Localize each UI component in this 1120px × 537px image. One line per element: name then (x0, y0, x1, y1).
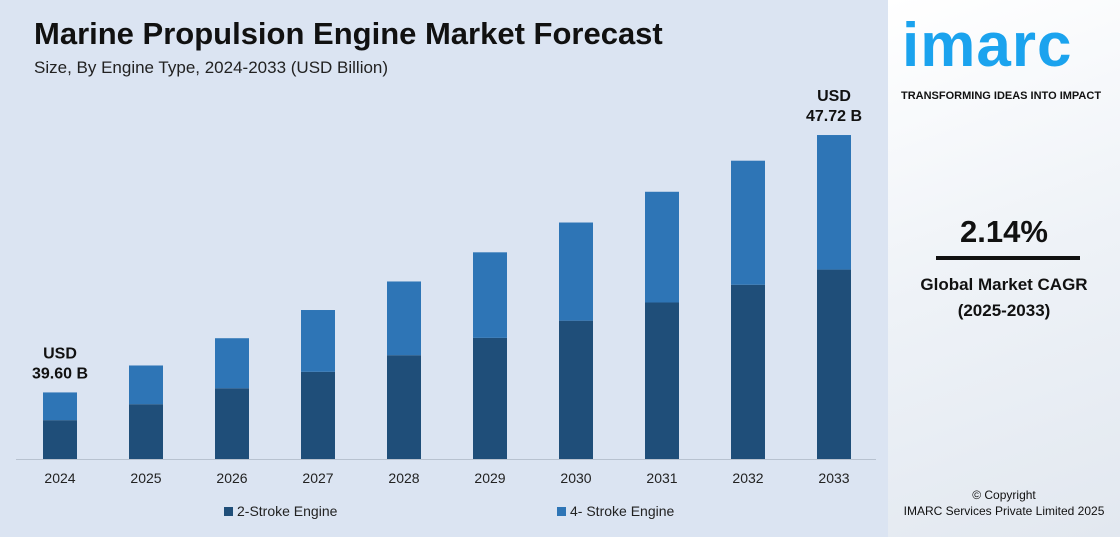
bar-plot: 2024 USD 39.60 B 2025 2026 2027 2028 2029 2030 20… (16, 88, 876, 486)
x-tick-label: 2032 (732, 470, 763, 486)
chart-title: Marine Propulsion Engine Market Forecast (34, 16, 663, 51)
chart-area: Marine Propulsion Engine Market Forecast… (0, 0, 888, 537)
bar-2-stroke-2029 (473, 337, 507, 459)
bar-2-stroke-2030 (559, 320, 593, 459)
bar-4-stroke-2028 (387, 281, 421, 356)
cagr-divider (936, 256, 1080, 260)
total-label: USD (817, 88, 851, 105)
bar-2-stroke-2031 (645, 302, 679, 459)
legend-swatch (557, 506, 566, 516)
x-tick-label: 2033 (818, 470, 849, 486)
bar-2-stroke-2025 (129, 404, 163, 459)
cagr-label-line2: (2025-2033) (957, 301, 1051, 320)
bar-4-stroke-2025 (129, 365, 163, 405)
x-tick-label: 2027 (302, 470, 333, 486)
copyright-line2: IMARC Services Private Limited 2025 (903, 504, 1105, 518)
logo-tagline: TRANSFORMING IDEAS INTO IMPACT (901, 90, 1102, 102)
bar-2-stroke-2027 (301, 371, 335, 459)
bar-2-stroke-2026 (215, 388, 249, 459)
legend-label: 2-Stroke Engine (237, 503, 338, 519)
x-tick-label: 2029 (474, 470, 505, 486)
x-tick-label: 2024 (44, 470, 75, 486)
x-tick-label: 2025 (130, 470, 161, 486)
side-panel: imarc TRANSFORMING IDEAS INTO IMPACT 2.1… (888, 0, 1120, 537)
bar-2-stroke-2032 (731, 284, 765, 459)
bar-4-stroke-2033 (817, 135, 851, 270)
total-label: USD (43, 345, 77, 362)
bar-4-stroke-2029 (473, 252, 507, 338)
legend-item-4-stroke: 4- Stroke Engine (557, 503, 674, 519)
bar-4-stroke-2027 (301, 310, 335, 372)
cagr-value: 2.14% (960, 214, 1048, 249)
cagr-label: Global Market CAGR (2025-2033) (888, 272, 1120, 324)
total-label: 39.60 B (32, 365, 88, 382)
bar-2-stroke-2024 (43, 420, 77, 459)
bar-4-stroke-2026 (215, 338, 249, 389)
legend-label: 4- Stroke Engine (570, 503, 675, 519)
legend-item-2-stroke: 2-Stroke Engine (224, 503, 337, 519)
copyright: © Copyright IMARC Services Private Limit… (888, 487, 1120, 519)
total-label: 47.72 B (806, 108, 862, 125)
x-tick-label: 2026 (216, 470, 247, 486)
bar-4-stroke-2024 (43, 392, 77, 421)
copyright-line1: © Copyright (972, 488, 1036, 502)
x-tick-label: 2028 (388, 470, 419, 486)
legend-swatch (224, 506, 233, 516)
x-tick-label: 2031 (646, 470, 677, 486)
bar-4-stroke-2030 (559, 222, 593, 321)
bar-4-stroke-2031 (645, 191, 679, 303)
imarc-logo: imarc (902, 11, 1073, 80)
chart-subtitle: Size, By Engine Type, 2024-2033 (USD Bil… (34, 58, 389, 77)
bar-2-stroke-2028 (387, 355, 421, 459)
bar-4-stroke-2032 (731, 160, 765, 285)
cagr-label-line1: Global Market CAGR (920, 275, 1088, 294)
x-tick-label: 2030 (560, 470, 591, 486)
bar-2-stroke-2033 (817, 269, 851, 459)
